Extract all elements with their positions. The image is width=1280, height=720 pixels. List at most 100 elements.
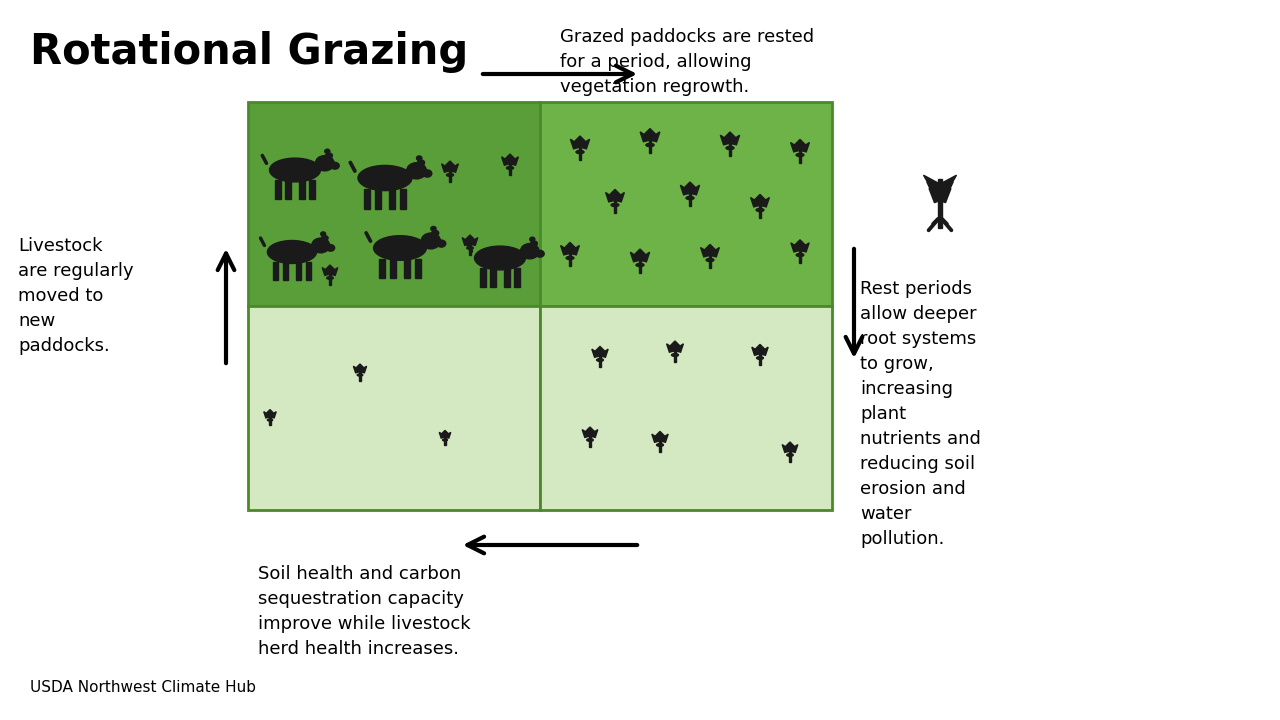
Polygon shape (760, 347, 768, 355)
Ellipse shape (330, 162, 339, 169)
Bar (689, 189, 691, 206)
Ellipse shape (672, 354, 678, 356)
Text: Grazed paddocks are rested
for a period, allowing
vegetation regrowth.: Grazed paddocks are rested for a period,… (561, 28, 814, 96)
Polygon shape (794, 140, 806, 147)
Polygon shape (800, 243, 809, 252)
Bar (540, 102, 832, 306)
Polygon shape (929, 189, 940, 203)
Bar (329, 270, 332, 284)
Ellipse shape (431, 230, 439, 235)
FancyArrowPatch shape (933, 219, 938, 224)
Bar (938, 179, 942, 212)
Bar (306, 262, 311, 280)
Bar (589, 432, 591, 446)
Polygon shape (465, 235, 475, 241)
Polygon shape (669, 341, 681, 348)
Bar (504, 269, 509, 287)
Ellipse shape (611, 204, 620, 207)
Polygon shape (580, 139, 590, 149)
Polygon shape (640, 252, 650, 262)
Polygon shape (594, 346, 605, 354)
Ellipse shape (646, 143, 654, 147)
Bar (468, 240, 471, 254)
Bar (799, 145, 801, 163)
Polygon shape (790, 445, 797, 452)
Ellipse shape (358, 166, 412, 191)
Text: Rotational Grazing: Rotational Grazing (29, 31, 468, 73)
Polygon shape (444, 161, 456, 168)
Bar (269, 414, 271, 426)
Polygon shape (573, 136, 586, 144)
Bar (799, 246, 801, 263)
Bar (404, 258, 410, 278)
Ellipse shape (636, 264, 644, 266)
Text: USDA Northwest Climate Hub: USDA Northwest Climate Hub (29, 680, 256, 695)
Polygon shape (509, 157, 518, 165)
Polygon shape (266, 410, 274, 415)
Bar (308, 180, 315, 199)
Text: Livestock
are regularly
moved to
new
paddocks.: Livestock are regularly moved to new pad… (18, 237, 133, 355)
Polygon shape (330, 268, 338, 276)
Ellipse shape (596, 359, 603, 361)
Polygon shape (754, 194, 767, 202)
Ellipse shape (686, 197, 694, 199)
Polygon shape (760, 197, 769, 207)
Polygon shape (684, 182, 696, 190)
Bar (540, 306, 832, 510)
Polygon shape (442, 164, 451, 172)
Polygon shape (700, 248, 710, 257)
Polygon shape (681, 185, 690, 195)
Polygon shape (502, 157, 509, 165)
Bar (375, 189, 381, 209)
Polygon shape (785, 442, 795, 449)
Ellipse shape (436, 240, 445, 247)
FancyArrowPatch shape (942, 219, 947, 224)
Bar (659, 437, 660, 452)
Ellipse shape (422, 170, 431, 177)
Polygon shape (721, 135, 730, 145)
Polygon shape (504, 154, 516, 161)
Ellipse shape (268, 419, 273, 421)
Bar (515, 269, 520, 287)
Polygon shape (940, 189, 951, 203)
Polygon shape (462, 238, 470, 246)
Polygon shape (325, 265, 335, 271)
Ellipse shape (796, 153, 804, 156)
Bar (649, 135, 652, 153)
Bar (709, 251, 712, 268)
Bar (490, 269, 497, 287)
Polygon shape (356, 364, 365, 369)
Polygon shape (451, 164, 458, 172)
Ellipse shape (707, 258, 714, 261)
Ellipse shape (417, 160, 425, 166)
Bar (480, 269, 486, 287)
Ellipse shape (325, 153, 333, 158)
Polygon shape (264, 412, 270, 418)
Polygon shape (794, 240, 806, 248)
Bar (296, 262, 301, 280)
Text: Soil health and carbon
sequestration capacity
improve while livestock
herd healt: Soil health and carbon sequestration cap… (259, 565, 471, 658)
Bar (759, 201, 762, 218)
Ellipse shape (531, 241, 538, 246)
Bar (599, 352, 602, 366)
Polygon shape (710, 248, 719, 257)
Ellipse shape (726, 146, 733, 150)
Ellipse shape (357, 374, 362, 376)
Ellipse shape (321, 235, 328, 240)
Bar (273, 262, 279, 280)
Ellipse shape (756, 356, 763, 359)
Bar (364, 189, 370, 209)
Polygon shape (704, 244, 717, 252)
Polygon shape (323, 268, 330, 276)
Bar (579, 143, 581, 160)
Polygon shape (730, 135, 740, 145)
Ellipse shape (270, 158, 320, 182)
Text: Rest periods
allow deeper
root systems
to grow,
increasing
plant
nutrients and
r: Rest periods allow deeper root systems t… (860, 280, 980, 548)
Ellipse shape (325, 149, 330, 153)
Polygon shape (609, 189, 621, 197)
Ellipse shape (796, 253, 804, 256)
Ellipse shape (576, 150, 584, 153)
Polygon shape (582, 430, 590, 438)
Bar (444, 434, 445, 445)
Bar (389, 189, 396, 209)
